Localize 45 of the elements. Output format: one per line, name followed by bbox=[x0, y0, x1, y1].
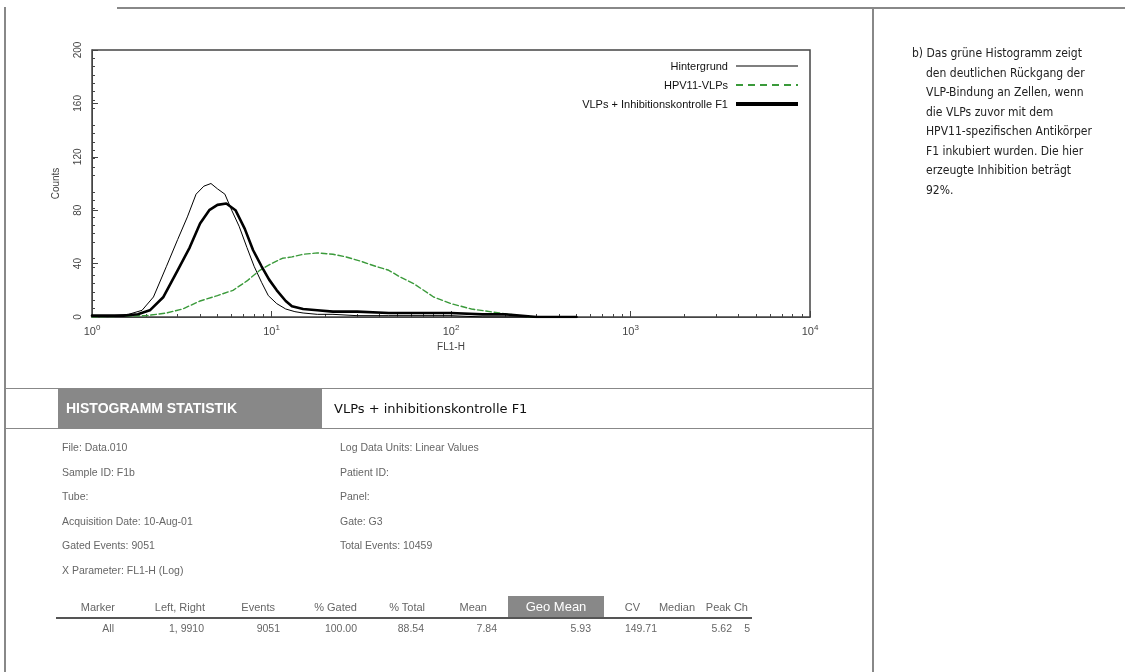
text: X Parameter: FL1-H (Log) bbox=[62, 563, 184, 576]
text: Patient ID: bbox=[340, 465, 390, 478]
text: Gated Events: 9051 bbox=[62, 539, 155, 551]
y-tick-label: 160 bbox=[71, 94, 83, 112]
x-axis-title: FL1-H bbox=[437, 340, 465, 352]
text: 5 bbox=[744, 622, 750, 634]
text: VLPs + inhibitionskontrolle F1 bbox=[334, 400, 528, 418]
text: Acquisition Date: 10-Aug-01 bbox=[62, 514, 193, 527]
text: 5.93 bbox=[569, 622, 591, 634]
text: HPV11-VLPs bbox=[664, 79, 729, 91]
text: File: Data.010 bbox=[62, 441, 128, 453]
text: Peak Ch bbox=[705, 601, 748, 613]
text: Left, Right bbox=[153, 600, 205, 615]
y-tick-label: 40 bbox=[71, 257, 83, 270]
text: Sample ID: F1b bbox=[62, 465, 135, 478]
y-tick-label: 200 bbox=[71, 41, 83, 59]
text: 88.54 bbox=[397, 622, 424, 634]
text: All bbox=[101, 622, 114, 634]
text: HISTOGRAMM STATISTIK bbox=[58, 389, 322, 428]
text: Tube: bbox=[62, 490, 89, 502]
text: Hintergrund bbox=[670, 60, 728, 72]
text: b) Das grüne Histogramm zeigt den deutlichen Rückgang der VLP-Bindung an Zellen, wenn die VLPs zuvor mit dem HPV11-spezifischen Antikörper F1 inkubiert wurden. Die hier erzeugte Inhibition beträgt 92%. bbox=[912, 45, 1093, 199]
text: 9051 bbox=[256, 622, 280, 634]
text: 1, 9910 bbox=[167, 622, 204, 634]
y-tick-label: 120 bbox=[71, 148, 83, 166]
text: 100.00 bbox=[324, 622, 357, 634]
text: Total Events: 10459 bbox=[340, 539, 433, 551]
text: Mean bbox=[459, 601, 487, 613]
text: % Total bbox=[389, 601, 425, 613]
text: 149.71 bbox=[624, 622, 657, 634]
text: Log Data Units: Linear Values bbox=[340, 441, 479, 453]
text: % Gated bbox=[313, 600, 357, 615]
text: Events bbox=[241, 601, 275, 613]
text: Gate: G3 bbox=[340, 514, 383, 527]
y-tick-label: 80 bbox=[71, 204, 83, 216]
text: Geo Mean bbox=[508, 596, 604, 617]
text: 5.62 bbox=[711, 622, 732, 634]
text: 7.84 bbox=[476, 622, 497, 634]
y-axis-title: Counts bbox=[49, 167, 61, 200]
text: VLPs + Inhibitionskontrolle F1 bbox=[582, 98, 728, 110]
text: CV bbox=[624, 601, 640, 613]
y-tick-label: 0 bbox=[71, 313, 83, 320]
text: Marker bbox=[79, 600, 115, 615]
text: Panel: bbox=[340, 490, 370, 502]
text: Median bbox=[658, 601, 695, 613]
